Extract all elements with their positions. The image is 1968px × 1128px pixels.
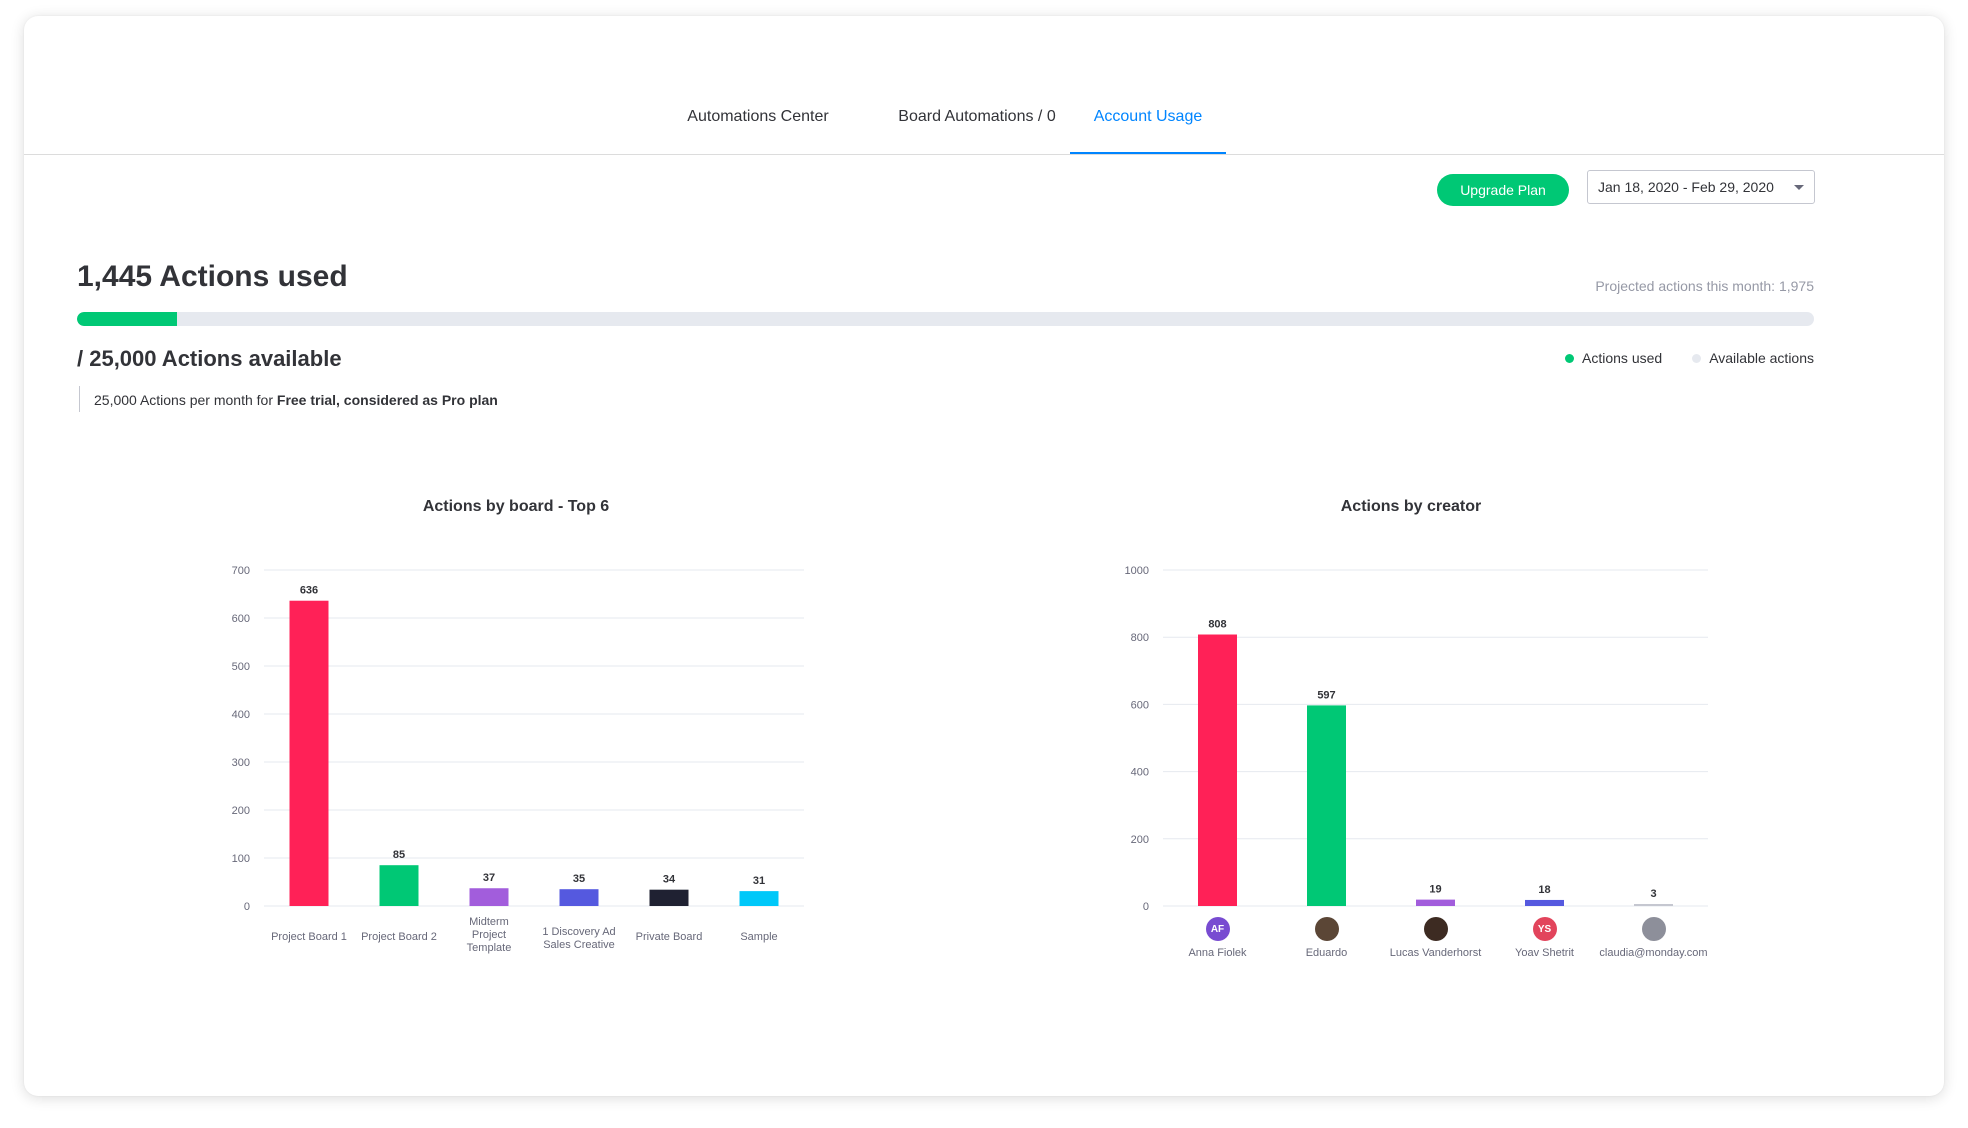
bar[interactable] [739,891,779,906]
green-dot-icon [1565,353,1575,363]
y-tick-label: 200 [1131,834,1149,846]
x-tick-label: Private Board [636,931,703,943]
chart-actions-by-board: 0 100 200 300 400 500 600 700 636 85 37 35 34 31 Proje… [232,565,804,954]
plan-description: 25,000 Actions per month for Free trial,… [94,392,498,408]
bar[interactable] [1416,899,1455,906]
x-tick-label-line: 1 Discovery Ad [542,926,615,938]
creator-avatar[interactable]: AF [1205,917,1230,941]
y-tick-label: 400 [1131,767,1149,779]
actions-available-title: / 25,000 Actions available [77,346,342,371]
x-tick-label-line: Sales Creative [543,939,615,951]
bar[interactable] [289,600,329,906]
bar[interactable] [559,889,599,906]
bar-value-label: 808 [1208,619,1226,631]
plan-name: Free trial, considered as Pro plan [276,392,498,408]
x-tick-label-line: Private Board [636,931,703,943]
tab-bar: Automations Center Board Automations / 0… [24,16,1944,155]
usage-progress-fill [77,312,178,326]
bar-value-label: 34 [663,874,676,886]
tab-automations-center[interactable]: Automations Center [687,108,829,125]
legend-used-label: Actions used [1582,350,1663,366]
projected-actions: Projected actions this month: 1,975 [1595,278,1814,294]
x-tick-label: Lucas Vanderhorst [1390,947,1482,959]
x-tick-label: 1 Discovery Ad Sales Creative [542,926,615,951]
y-tick-label: 600 [1131,699,1149,711]
chevron-down-icon [1794,185,1804,190]
bar[interactable] [1525,899,1564,906]
x-tick-label-line: Project Board 1 [271,931,347,943]
x-tick-label-line: Midterm [469,916,509,928]
chart-title-creators: Actions by creator [1340,498,1482,515]
bar[interactable] [1634,904,1673,906]
x-tick-label: Project Board 2 [361,931,437,943]
y-tick-label: 200 [232,805,250,817]
plan-divider [79,386,80,412]
y-tick-label: 700 [232,565,250,577]
bar-value-label: 35 [573,873,585,885]
bar[interactable] [1198,634,1237,906]
bar-value-label: 37 [483,872,495,884]
bar-value-label: 18 [1538,884,1550,896]
chart-title-boards: Actions by board - Top 6 [422,498,610,515]
bar[interactable] [1307,705,1346,906]
legend-item-available: Available actions [1692,350,1814,366]
bar-value-label: 19 [1429,884,1441,896]
upgrade-plan-button[interactable]: Upgrade Plan [1437,174,1569,206]
actions-used-title: 1,445 Actions used [77,260,348,293]
x-tick-label-line: Project [472,929,506,941]
y-tick-label: 1000 [1125,565,1149,577]
x-tick-label: Yoav Shetrit [1515,947,1574,959]
x-tick-label: Midterm Project Template [467,916,512,954]
account-usage-panel: Automations Center Board Automations / 0… [24,16,1944,1096]
x-tick-label-line: Template [467,942,512,954]
y-tick-label: 100 [232,853,250,865]
tab-board-automations[interactable]: Board Automations / 0 [898,108,1056,125]
bar-value-label: 85 [393,849,405,861]
usage-progress-bar [77,312,1814,326]
x-tick-label: Anna Fiolek [1188,947,1247,959]
y-tick-label: 300 [232,757,250,769]
bar-value-label: 3 [1650,888,1656,900]
x-tick-label-line: Sample [740,931,777,943]
y-tick-label: 0 [1143,901,1149,913]
y-tick-label: 800 [1131,632,1149,644]
date-range-value: Jan 18, 2020 - Feb 29, 2020 [1598,179,1774,195]
x-tick-label: Project Board 1 [271,931,347,943]
bar[interactable] [649,889,689,906]
bar-value-label: 597 [1317,689,1335,701]
y-tick-label: 500 [232,661,250,673]
x-tick-label-line: Project Board 2 [361,931,437,943]
creator-avatar[interactable] [1314,917,1339,941]
tab-account-usage[interactable]: Account Usage [1070,108,1226,154]
y-tick-label: 600 [232,613,250,625]
x-tick-label: claudia@monday.com [1599,947,1707,959]
legend-available-label: Available actions [1709,350,1814,366]
legend-item-used: Actions used [1565,350,1662,366]
y-tick-label: 400 [232,709,250,721]
gray-dot-icon [1692,353,1702,363]
usage-legend: Actions used Available actions [1565,350,1814,366]
plan-prefix: 25,000 Actions per month for [94,392,277,408]
bar[interactable] [379,865,419,906]
y-tick-label: 0 [244,901,250,913]
bar[interactable] [469,888,509,906]
x-tick-label: Eduardo [1306,947,1348,959]
chart-actions-by-creator: 0 200 400 600 800 1000 808 597 19 18 3 Anna Fiolek E… [1125,565,1708,959]
creator-avatar[interactable] [1641,917,1666,941]
bar-value-label: 31 [753,875,765,887]
x-tick-label: Sample [740,931,777,943]
date-range-select[interactable]: Jan 18, 2020 - Feb 29, 2020 [1587,170,1815,204]
bar-value-label: 636 [300,585,318,597]
creator-avatar[interactable] [1423,917,1448,941]
creator-avatar[interactable]: YS [1532,917,1557,941]
